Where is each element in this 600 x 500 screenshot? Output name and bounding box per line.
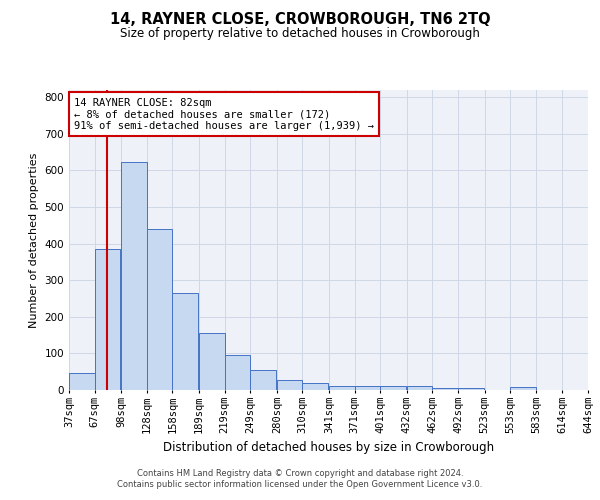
Bar bbox=[250, 370, 276, 390]
Bar bbox=[433, 388, 458, 390]
Text: Contains public sector information licensed under the Open Government Licence v3: Contains public sector information licen… bbox=[118, 480, 482, 489]
Bar bbox=[302, 384, 328, 390]
Bar bbox=[95, 249, 121, 390]
Text: 14 RAYNER CLOSE: 82sqm
← 8% of detached houses are smaller (172)
91% of semi-det: 14 RAYNER CLOSE: 82sqm ← 8% of detached … bbox=[74, 98, 374, 130]
Y-axis label: Number of detached properties: Number of detached properties bbox=[29, 152, 39, 328]
Text: Size of property relative to detached houses in Crowborough: Size of property relative to detached ho… bbox=[120, 28, 480, 40]
Bar bbox=[172, 293, 198, 390]
Bar bbox=[199, 334, 224, 390]
Bar bbox=[147, 229, 172, 390]
Bar bbox=[329, 386, 355, 390]
Bar bbox=[458, 388, 484, 390]
Bar bbox=[380, 386, 406, 390]
Text: Contains HM Land Registry data © Crown copyright and database right 2024.: Contains HM Land Registry data © Crown c… bbox=[137, 468, 463, 477]
Bar bbox=[407, 386, 433, 390]
Bar bbox=[121, 162, 147, 390]
X-axis label: Distribution of detached houses by size in Crowborough: Distribution of detached houses by size … bbox=[163, 442, 494, 454]
Bar bbox=[277, 380, 302, 390]
Bar bbox=[69, 373, 95, 390]
Bar bbox=[355, 386, 380, 390]
Text: 14, RAYNER CLOSE, CROWBOROUGH, TN6 2TQ: 14, RAYNER CLOSE, CROWBOROUGH, TN6 2TQ bbox=[110, 12, 490, 28]
Bar bbox=[224, 355, 250, 390]
Bar bbox=[510, 388, 536, 390]
